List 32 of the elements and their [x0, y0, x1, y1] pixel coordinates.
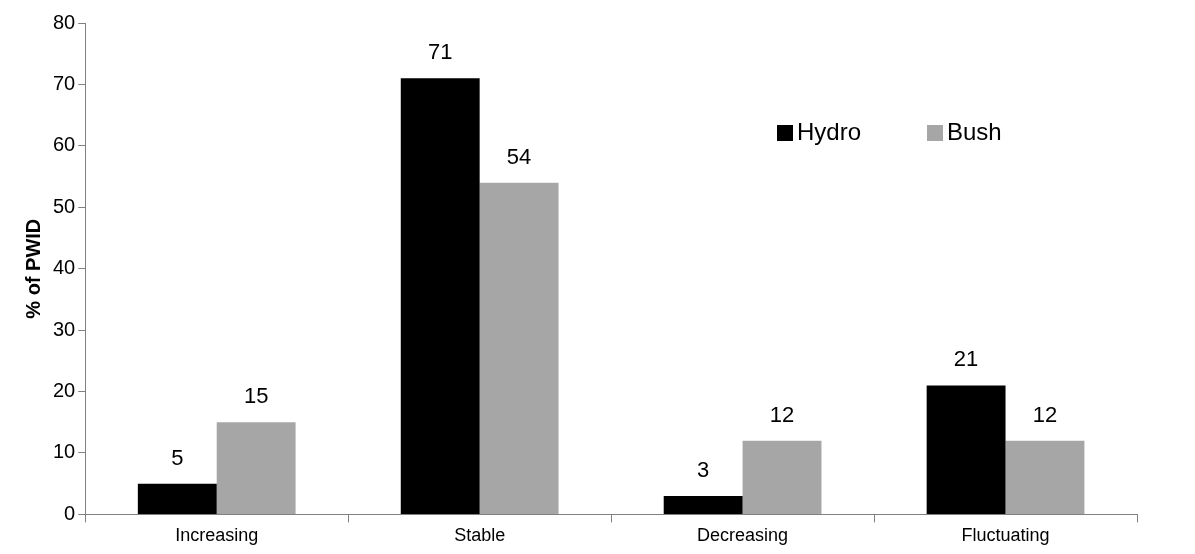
bar [137, 483, 217, 514]
data-label: 12 [1032, 401, 1058, 427]
bar [1005, 440, 1085, 514]
y-tick-label: 70 [53, 71, 76, 94]
data-label: 15 [243, 383, 269, 409]
bar [742, 440, 822, 514]
x-tick-label: Fluctuating [961, 525, 1050, 546]
data-label: 54 [506, 143, 532, 169]
data-label: 21 [953, 346, 979, 372]
data-label: 71 [427, 39, 453, 65]
y-tick-label: 20 [53, 379, 76, 402]
y-tick-label: 30 [53, 317, 76, 340]
bar [216, 422, 296, 514]
bar [479, 182, 559, 514]
x-tick-label: Decreasing [697, 525, 789, 546]
y-tick-label: 40 [53, 256, 76, 279]
y-tick-label: 50 [53, 194, 76, 217]
x-tick-label: Stable [454, 525, 506, 546]
y-tick-label: 10 [53, 440, 76, 463]
data-label: 5 [171, 444, 184, 470]
bar [400, 78, 480, 514]
bar [926, 385, 1006, 514]
y-tick-label: 60 [53, 133, 76, 156]
y-tick-label: 80 [53, 10, 76, 33]
data-label: 12 [769, 401, 795, 427]
legend-label: Hydro [797, 117, 862, 145]
legend-label: Bush [947, 117, 1002, 145]
bar [663, 495, 743, 514]
y-tick-label: 0 [64, 501, 76, 524]
x-tick-label: Increasing [175, 525, 259, 546]
data-label: 3 [697, 457, 710, 483]
y-axis-title: % of PWID [21, 218, 44, 319]
